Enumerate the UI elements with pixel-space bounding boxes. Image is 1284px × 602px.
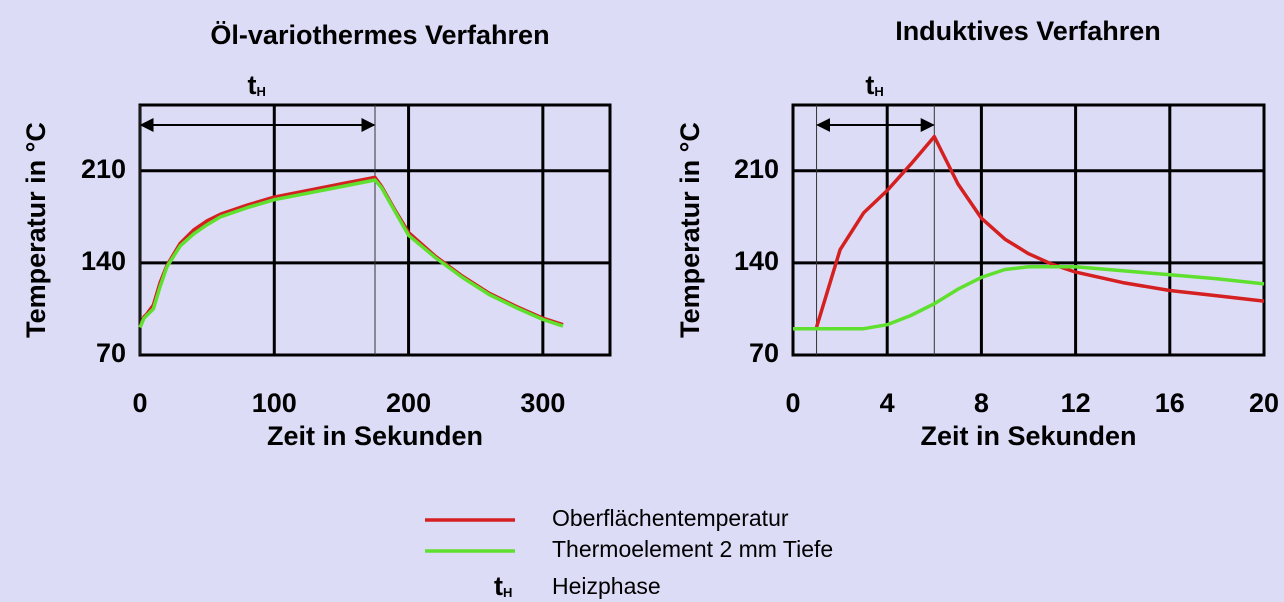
legend-label: Oberflächentemperatur: [552, 505, 789, 531]
x-axis-label: Zeit in Sekunden: [267, 421, 483, 451]
y-axis-label: Temperatur in °C: [675, 122, 705, 338]
legend-label: Thermoelement 2 mm Tiefe: [552, 536, 833, 562]
heating-symbol: t: [865, 70, 874, 100]
data-line: [814, 134, 1265, 328]
heating-subscript: H: [257, 84, 266, 99]
x-tick-label: 4: [880, 388, 895, 418]
plot-frame: [791, 103, 1266, 357]
legend-label: Heizphase: [552, 573, 661, 599]
y-axis-label: Temperatur in °C: [21, 122, 51, 338]
x-tick-label: 16: [1155, 388, 1185, 418]
x-tick-label: 0: [785, 388, 800, 418]
y-tick-label: 210: [734, 154, 779, 184]
y-tick-label: 70: [749, 338, 779, 368]
x-tick-label: 300: [520, 388, 565, 418]
heating-symbol: t: [248, 70, 257, 100]
x-tick-label: 8: [974, 388, 989, 418]
x-tick-label: 100: [252, 388, 297, 418]
x-tick-label: 200: [386, 388, 431, 418]
y-tick-label: 70: [96, 338, 126, 368]
heating-label: tH: [248, 70, 266, 100]
data-line: [793, 265, 1265, 331]
chart-title: Induktives Verfahren: [895, 16, 1161, 46]
y-tick-label: 210: [81, 154, 126, 184]
data-line: [138, 175, 564, 329]
x-tick-label: 12: [1061, 388, 1091, 418]
y-tick-label: 140: [81, 246, 126, 276]
heating-subscript: H: [874, 84, 883, 99]
legend-symbol-sub: H: [503, 585, 512, 600]
x-tick-label: 0: [132, 388, 147, 418]
x-axis-label: Zeit in Sekunden: [920, 421, 1136, 451]
data-line: [138, 178, 564, 329]
heating-label: tH: [865, 70, 883, 100]
legend-symbol-main: t: [494, 571, 503, 601]
x-tick-label: 20: [1249, 388, 1279, 418]
legend-symbol: tH: [494, 571, 512, 601]
y-tick-label: 140: [734, 246, 779, 276]
chart-title: Öl-variothermes Verfahren: [210, 20, 549, 50]
